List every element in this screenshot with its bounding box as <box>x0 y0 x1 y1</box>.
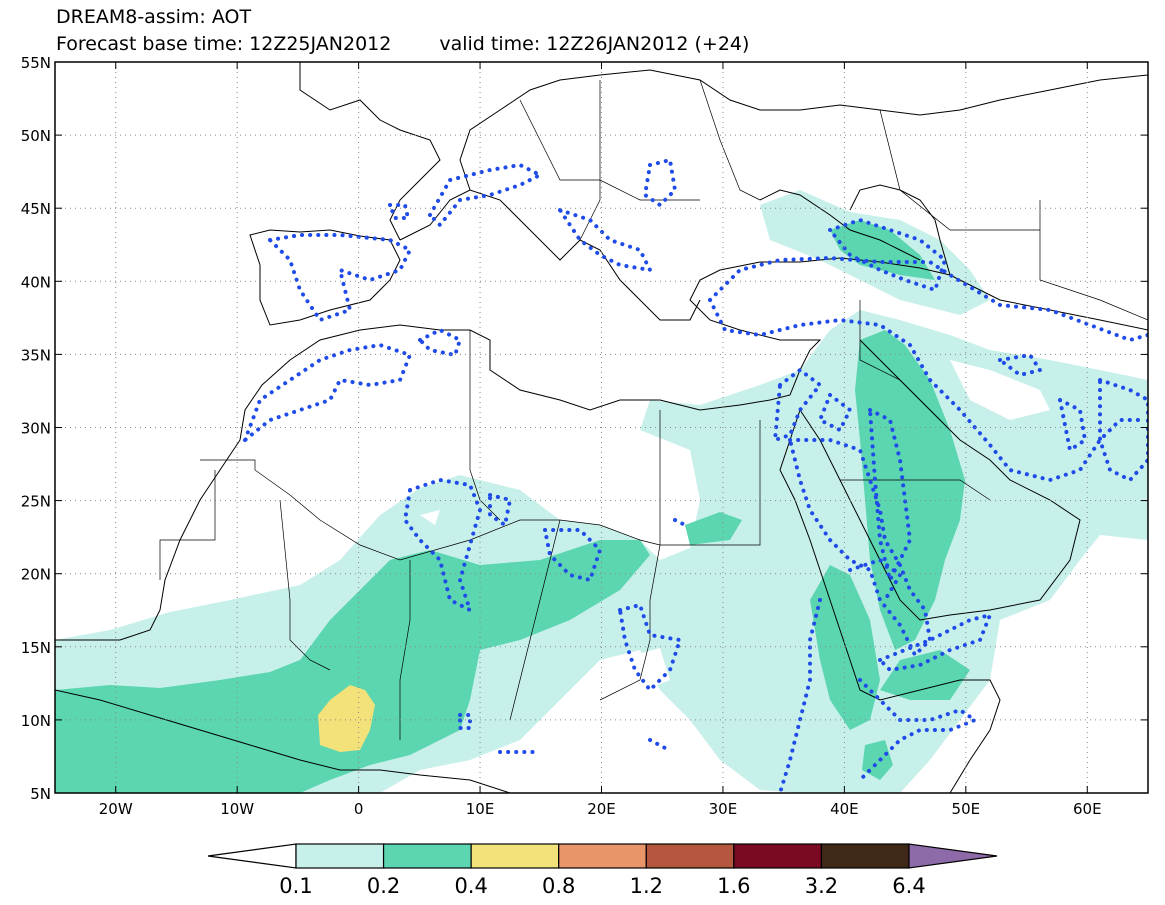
lon-tick-label: 20E <box>587 800 616 818</box>
colorbar-label: 1.6 <box>717 874 750 898</box>
colorbar-box <box>382 843 472 869</box>
aot-field-high <box>318 685 375 752</box>
base-time: Forecast base time: 12Z25JAN2012 <box>56 33 392 55</box>
lat-tick-label: 55N <box>21 54 51 72</box>
dotted-contours <box>240 157 1148 793</box>
lat-tick-label: 50N <box>21 127 51 145</box>
colorbar-label: 0.8 <box>542 874 575 898</box>
latitude-axis: 55N 50N 45N 40N 35N 30N 25N 20N 15N 10N 5N <box>21 54 1148 803</box>
colorbar-box <box>558 843 647 869</box>
gridlines <box>55 62 1148 793</box>
colorbar-box <box>295 843 385 869</box>
lon-tick-label: 20W <box>99 800 133 818</box>
colorbar-box <box>645 843 735 869</box>
aot-field-medium <box>55 220 970 793</box>
colorbar-box <box>820 843 910 869</box>
lat-tick-label: 10N <box>21 712 51 730</box>
lon-tick-label: 30E <box>709 800 738 818</box>
lon-tick-label: 0 <box>354 800 364 818</box>
colorbar-label: 3.2 <box>805 874 838 898</box>
lon-tick-label: 40E <box>830 800 859 818</box>
colorbar-label: 0.1 <box>279 874 312 898</box>
lon-tick-label: 10E <box>466 800 495 818</box>
colorbar-under <box>207 843 297 869</box>
lat-tick-label: 40N <box>21 273 51 291</box>
lat-tick-label: 25N <box>21 493 51 511</box>
colorbar-label: 6.4 <box>892 874 925 898</box>
colorbar-legend: 0.1 0.2 0.4 0.8 1.2 1.6 3.2 6.4 <box>207 843 998 898</box>
colorbar-label: 0.4 <box>454 874 487 898</box>
lat-tick-label: 5N <box>30 785 51 803</box>
lat-tick-label: 15N <box>21 639 51 657</box>
lat-tick-label: 45N <box>21 200 51 218</box>
lon-tick-label: 50E <box>952 800 981 818</box>
colorbar-over <box>908 843 998 869</box>
map-area <box>55 62 1148 793</box>
lat-tick-label: 35N <box>21 346 51 364</box>
lat-tick-label: 20N <box>21 566 51 584</box>
colorbar-label: 0.2 <box>367 874 400 898</box>
map-title: DREAM8-assim: AOT <box>56 6 252 28</box>
colorbar-label: 1.2 <box>630 874 663 898</box>
country-borders <box>159 79 1148 740</box>
lon-tick-label: 10W <box>220 800 254 818</box>
longitude-axis: 20W 10W 0 10E 20E 30E 40E 50E 60E <box>99 62 1102 818</box>
colorbar-box <box>733 843 823 869</box>
lon-tick-label: 60E <box>1073 800 1102 818</box>
colorbar-box <box>470 843 560 869</box>
forecast-times: Forecast base time: 12Z25JAN2012 valid ti… <box>56 34 749 54</box>
lat-tick-label: 30N <box>21 420 51 438</box>
valid-time: valid time: 12Z26JAN2012 (+24) <box>439 33 750 55</box>
